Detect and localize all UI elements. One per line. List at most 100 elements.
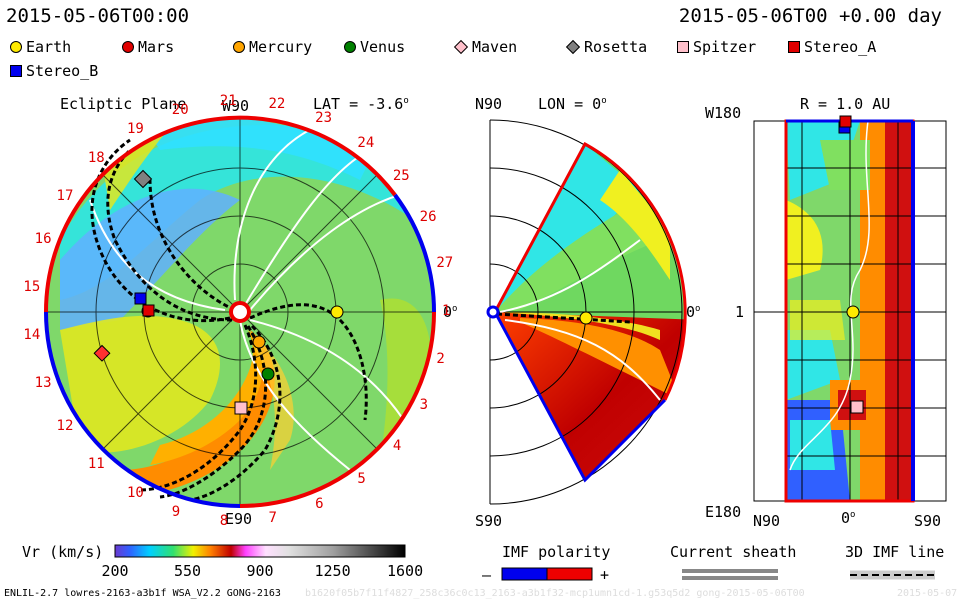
stereo-a-marker — [142, 304, 155, 317]
ecliptic-bottom-label: E90 — [225, 510, 253, 528]
earth-marker — [330, 305, 344, 319]
carrington-label: 25 — [392, 168, 410, 184]
stereo-b-marker-icon — [10, 65, 22, 77]
carrington-label: 1 — [442, 303, 451, 319]
stereo-b-marker — [134, 292, 147, 305]
imf-plus-swatch — [546, 567, 593, 581]
carrington-label: 3 — [419, 397, 429, 414]
carrington-label: 18 — [87, 150, 105, 167]
carrington-label: 13 — [34, 374, 52, 391]
imf-minus-swatch — [501, 567, 548, 581]
colorbar-tick-label: 900 — [246, 562, 274, 580]
carrington-label: 27 — [436, 254, 454, 271]
carrington-label: 10 — [127, 484, 144, 501]
carrington-label: 14 — [23, 327, 41, 344]
legend-item-spitzer: Spitzer — [677, 38, 756, 56]
imf3d-title: 3D IMF line — [845, 543, 945, 561]
carrington-label: 24 — [357, 134, 375, 151]
map-x-label-0: 0o — [841, 509, 856, 527]
map-r-label: R = 1.0 AU — [800, 95, 891, 113]
footer-run-id: b1620f05b7f11f4827_258c36c0c13_2163-a3b1… — [305, 588, 805, 599]
legend-item-stereo-b: Stereo_B — [10, 62, 98, 80]
legend-label: Maven — [472, 38, 518, 56]
ecliptic-top-label: W90 — [222, 97, 250, 115]
carrington-label: 17 — [56, 187, 74, 204]
carrington-label: 8 — [219, 512, 229, 529]
legend-item-maven: Maven — [453, 38, 518, 56]
map-panel — [753, 115, 947, 503]
meridional-earth-marker — [579, 311, 593, 325]
carrington-label: 9 — [171, 504, 181, 521]
footer-date: 2015-05-07 — [897, 588, 958, 599]
spitzer-marker-icon — [677, 41, 689, 53]
mars-marker-icon — [122, 41, 134, 53]
rosetta-marker — [133, 169, 153, 189]
legend-label: Rosetta — [584, 38, 648, 56]
carrington-label: 16 — [34, 231, 52, 248]
map-top-left-label: W180 — [705, 104, 742, 122]
map-mid-left-label: 1 — [735, 303, 745, 321]
imf-polarity-title: IMF polarity — [502, 543, 611, 561]
carrington-label: 7 — [268, 509, 277, 526]
ecliptic-panel — [43, 115, 437, 508]
legend-item-stereo-a: Stereo_A — [788, 38, 876, 56]
carrington-label: 15 — [23, 278, 41, 295]
colorbar-tick-label: 200 — [101, 562, 129, 580]
ecliptic-right-label: 0o — [443, 303, 458, 321]
footer-model: ENLIL-2.7 lowres-2163-a3b1f WSA_V2.2 GON… — [4, 588, 281, 599]
map-bottom-left-label: E180 — [705, 503, 742, 521]
ecliptic-title: Ecliptic Plane — [60, 95, 187, 113]
stereo-a-marker-icon — [788, 41, 800, 53]
carrington-label: 6 — [315, 495, 324, 512]
meridional-panel — [486, 119, 687, 505]
mercury-marker-icon — [233, 41, 245, 53]
map-stereo-a-marker — [839, 115, 852, 128]
imf-minus-label: – — [482, 566, 492, 584]
map-x-label-n90: N90 — [753, 512, 781, 530]
carrington-label: 2 — [436, 351, 445, 368]
meridional-lon-label: LON = 0o — [538, 95, 607, 113]
carrington-label: 22 — [268, 96, 286, 113]
imf-plus-label: + — [600, 566, 610, 584]
legend-label: Stereo_B — [26, 62, 99, 80]
carrington-label: 11 — [87, 455, 105, 472]
map-earth-marker — [846, 305, 860, 319]
venus-marker — [261, 367, 275, 381]
carrington-label: 19 — [127, 121, 144, 138]
spitzer-marker — [234, 401, 248, 415]
timestamp-left: 2015-05-06T00:00 — [6, 5, 190, 27]
carrington-label: 26 — [419, 208, 437, 225]
colorbar-label: Vr (km/s) — [22, 543, 104, 561]
sheath-swatch — [682, 569, 778, 580]
colorbar-tick-label: 550 — [174, 562, 202, 580]
carrington-label: 12 — [56, 418, 74, 435]
sheath-title: Current sheath — [670, 543, 797, 561]
map-x-label-s90: S90 — [914, 512, 942, 530]
meridional-bottom-label: S90 — [475, 512, 503, 530]
mercury-marker — [252, 335, 266, 349]
carrington-label: 4 — [392, 437, 402, 454]
legend-label: Mercury — [249, 38, 313, 56]
colorbar-tick-label: 1600 — [387, 562, 424, 580]
map-spitzer-marker — [850, 400, 864, 414]
venus-marker-icon — [344, 41, 356, 53]
legend-label: Stereo_A — [804, 38, 877, 56]
legend-item-mars: Mars — [122, 38, 174, 56]
legend-item-mercury: Mercury — [233, 38, 312, 56]
meridional-right-label: 0o — [686, 303, 701, 321]
legend-label: Earth — [26, 38, 72, 56]
legend-label: Spitzer — [693, 38, 757, 56]
meridional-top-label: N90 — [475, 95, 503, 113]
legend-label: Mars — [138, 38, 175, 56]
colorbar-tick-label: 1250 — [314, 562, 351, 580]
legend-label: Venus — [360, 38, 406, 56]
carrington-label: 23 — [315, 110, 333, 127]
ecliptic-lat-label: LAT = -3.6o — [313, 95, 409, 113]
legend-item-venus: Venus — [344, 38, 405, 56]
vr-colorbar — [114, 544, 406, 558]
carrington-label: 21 — [219, 93, 237, 110]
legend-item-earth: Earth — [10, 38, 71, 56]
legend-item-rosetta: Rosetta — [565, 38, 648, 56]
carrington-label: 20 — [171, 101, 189, 118]
maven-marker — [93, 344, 111, 362]
